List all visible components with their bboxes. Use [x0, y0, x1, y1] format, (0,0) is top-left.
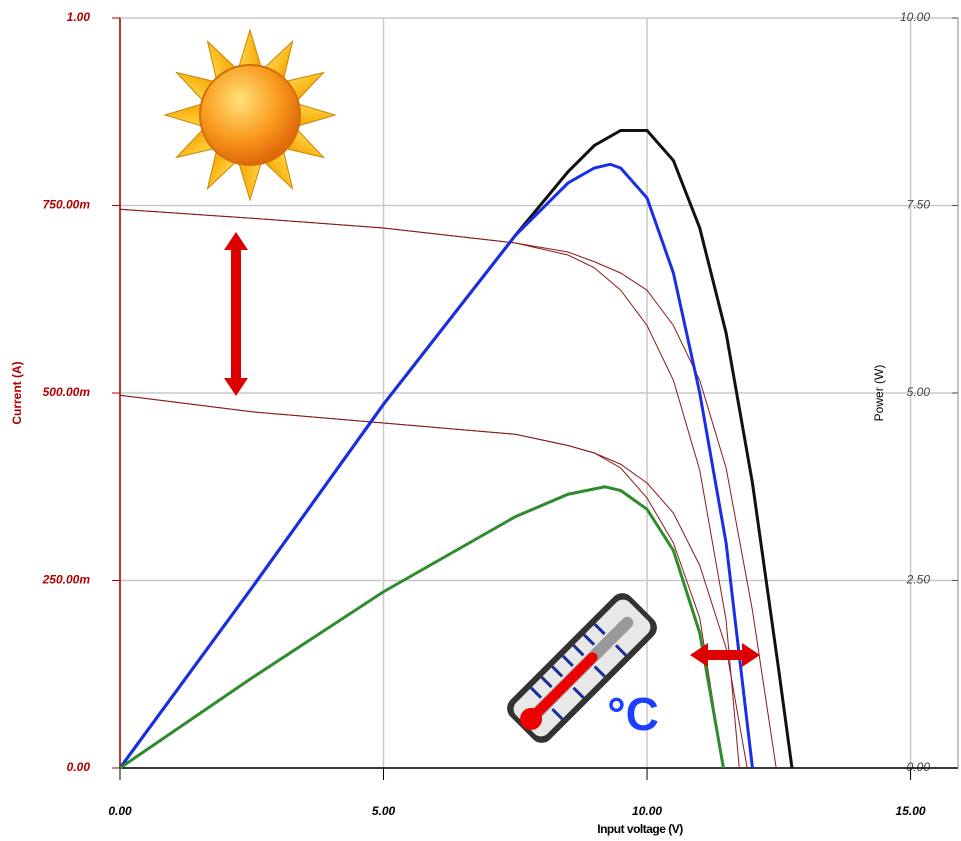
irradiance-arrow [224, 232, 248, 396]
series-line [119, 208, 777, 769]
y-tick-label: 250.00m [42, 573, 91, 587]
series-line [118, 129, 794, 769]
series-line [118, 162, 754, 769]
x-tick-label: 10.00 [632, 804, 662, 818]
y2-axis-title: Power (W) [872, 365, 886, 422]
y2-tick-label: 7.50 [907, 198, 931, 212]
x-tick-label: 5.00 [372, 804, 396, 818]
series-line [119, 394, 748, 769]
x-tick-label: 15.00 [896, 804, 926, 818]
annotation: °C [607, 688, 659, 740]
y-tick-label: 1.00 [67, 10, 91, 24]
thermometer-icon [507, 593, 657, 743]
plot-area: 0.00 5.00 10.00 15.00 0.00 250.00m 500.00m 750.… [42, 10, 959, 818]
y2-tick-label: 10.00 [900, 10, 930, 24]
y-tick-label: 500.00m [43, 385, 91, 399]
y2-tick-label: 5.00 [907, 385, 931, 399]
series-line [119, 485, 725, 770]
x-axis-title: Input voltage (V) [597, 822, 683, 836]
temperature-arrow [690, 643, 760, 667]
y-tick-label: 750.00m [43, 198, 91, 212]
x-tick-label: 0.00 [108, 804, 132, 818]
y-tick-label: 0.00 [67, 760, 91, 774]
y-axis-title: Current (A) [10, 361, 24, 424]
y2-tick-label: 2.50 [906, 573, 931, 587]
y2-tick-label: 0.00 [907, 760, 931, 774]
sun-icon [163, 28, 337, 202]
